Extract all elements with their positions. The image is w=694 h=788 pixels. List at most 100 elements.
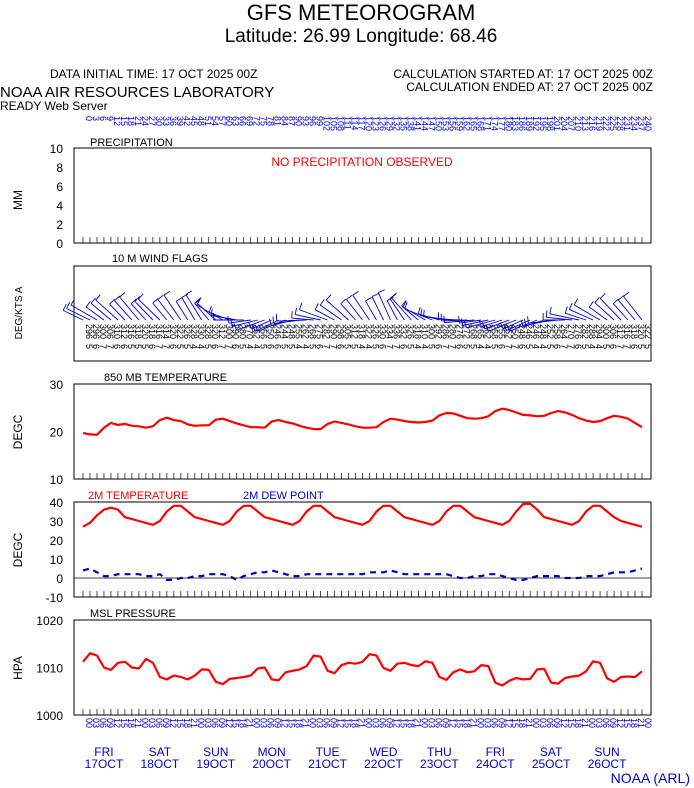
wind-speed-label: 6	[147, 344, 157, 349]
day-name-label: SAT	[540, 745, 563, 759]
bottom-hour-label: 12	[615, 718, 625, 728]
wind-direction-label: 318	[629, 324, 639, 339]
y-tick-label: 8	[56, 161, 63, 175]
wind-barb	[502, 319, 524, 330]
top-hour-label: 54	[210, 116, 220, 126]
wind-speed-label: 4	[587, 344, 597, 349]
wind-barb	[228, 319, 251, 324]
wind-direction-label: 320	[210, 324, 220, 339]
wind-direction-label: 314	[161, 324, 171, 339]
wind-speed-label: 5	[182, 344, 192, 349]
top-hour-label: 171	[482, 116, 492, 131]
day-name-label: TUE	[316, 745, 340, 759]
top-hour-label: 78	[266, 116, 276, 126]
top-hour-label: 219	[594, 116, 604, 131]
wind-speed-label: 6	[517, 344, 527, 349]
bottom-hour-label: 06	[98, 718, 108, 728]
wind-speed-label: 5	[350, 344, 360, 349]
wind-direction-label: 300	[426, 324, 436, 339]
wind-feather	[291, 311, 293, 319]
top-hour-label: 66	[238, 116, 248, 126]
wind-direction-label: 290	[231, 324, 241, 339]
wind-speed-label: 7	[98, 344, 108, 349]
wind-barb	[114, 300, 133, 321]
wind-direction-label: 320	[636, 324, 646, 339]
wind-speed-label: 6	[210, 344, 220, 349]
bottom-hour-label: 00	[587, 718, 597, 728]
wind-direction-label: 322	[175, 324, 185, 339]
bottom-hour-label: 03	[203, 718, 213, 728]
top-hour-label: 165	[468, 116, 478, 131]
y-tick-label: 0	[56, 572, 63, 586]
top-hour-label: 144	[419, 116, 429, 131]
wind-barb	[211, 315, 237, 321]
day-date-label: 17OCT	[85, 757, 124, 771]
day-date-label: 26OCT	[588, 757, 627, 771]
top-hour-label: 114	[350, 116, 360, 130]
wind-feather	[119, 292, 126, 298]
wind-barb	[63, 309, 84, 321]
wind-feather	[618, 295, 624, 301]
bottom-hour-label: 06	[322, 718, 332, 728]
wind-speed-label: 6	[629, 344, 639, 349]
wind-speed-label: 6	[315, 344, 325, 349]
wind-direction-label: 264	[559, 324, 569, 339]
wind-feather	[269, 318, 272, 326]
bottom-hour-label: 03	[315, 718, 325, 728]
wind-direction-label: 305	[343, 324, 353, 339]
wind-barb	[617, 299, 636, 321]
wind-speed-label: 6	[398, 344, 408, 349]
wind-barb	[565, 312, 587, 321]
wind-feather	[588, 301, 594, 308]
wind-feather	[401, 300, 407, 307]
wind-direction-label: 280	[238, 324, 248, 339]
top-hour-label: 48	[196, 116, 206, 126]
wind-barb	[295, 314, 321, 321]
wind-direction-label: 312	[119, 324, 129, 339]
wind-speed-label: 4	[294, 344, 304, 349]
y-tick-label: 10	[50, 142, 64, 156]
bottom-hour-label: 12	[503, 718, 513, 728]
day-name-label: WED	[369, 745, 397, 759]
wind-speed-label: 4	[594, 344, 604, 349]
wind-direction-label: 294	[594, 324, 604, 339]
wind-panel: 10 M WIND FLAGS DEG/KTS A 296 5 296 6 300 7 30…	[14, 253, 653, 362]
bottom-hour-label: 18	[629, 718, 639, 728]
wind-barb	[481, 319, 503, 328]
wind-direction-label: 262	[301, 324, 311, 339]
bottom-hour-label: 18	[126, 718, 136, 728]
temp2m-legend: 2M TEMPERATURE	[88, 490, 188, 502]
wind-direction-label: 262	[482, 324, 492, 339]
wind-direction-label: 270	[245, 324, 255, 339]
top-hour-label: 9	[105, 116, 115, 121]
wind-speed-label: 4	[419, 344, 429, 349]
wind-speed-label: 5	[636, 344, 646, 349]
wind-feather	[208, 305, 212, 313]
wind-barb	[386, 300, 398, 321]
wind-speed-label: 6	[168, 344, 178, 349]
y-tick-label: 30	[50, 515, 64, 529]
bottom-hour-label: 15	[175, 718, 185, 728]
wind-barb	[623, 296, 643, 321]
wind-direction-label: 282	[322, 324, 332, 339]
wind-feather	[391, 292, 397, 299]
top-hour-label: 204	[559, 116, 569, 131]
bottom-hour-label: 15	[343, 718, 353, 728]
wind-ylabel: DEG/KTS A	[14, 286, 25, 339]
y-tick-label: 40	[50, 496, 64, 510]
bottom-hour-label: 21	[245, 718, 255, 728]
server-name: READY Web Server	[0, 99, 108, 113]
bottom-hour-label: 06	[545, 718, 555, 728]
top-hour-label: 234	[629, 116, 639, 131]
wind-feather	[185, 290, 193, 295]
wind-direction-label: 250	[510, 324, 520, 339]
wind-feather	[90, 297, 96, 304]
day-name-label: SAT	[149, 745, 172, 759]
wind-speed-label: 6	[433, 344, 443, 349]
wind-direction-label: 282	[580, 324, 590, 339]
wind-speed-label: 7	[503, 344, 513, 349]
wind-direction-label: 246	[273, 324, 283, 339]
wind-feather	[443, 315, 445, 323]
top-hour-label: 180	[503, 116, 513, 131]
pressure-title: MSL PRESSURE	[90, 608, 176, 620]
